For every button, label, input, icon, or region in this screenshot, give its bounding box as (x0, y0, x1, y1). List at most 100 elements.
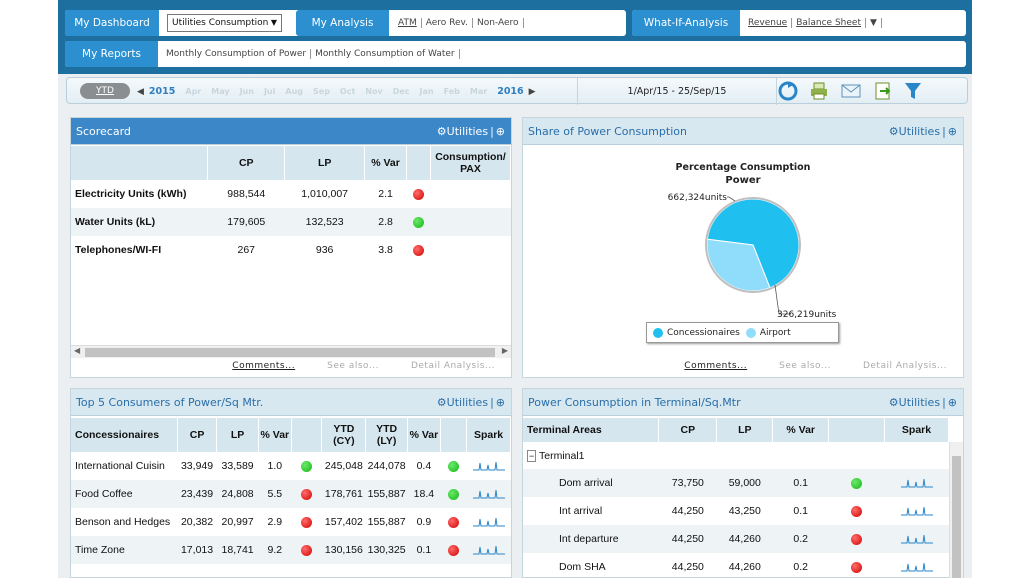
group-row[interactable]: − Terminal1 (523, 442, 949, 469)
top5-utilities-link[interactable]: Utilities (446, 396, 489, 409)
whatif-link-balance-sheet[interactable]: Balance Sheet (792, 18, 866, 28)
gears-icon[interactable]: ⚙ (436, 125, 447, 138)
gears-icon[interactable]: ⚙ (888, 125, 899, 138)
timeline-month[interactable]: Dec (392, 87, 410, 96)
table-row[interactable]: Int arrival 44,250 43,250 0.1 (523, 497, 949, 525)
col-header[interactable]: % Var (364, 146, 408, 180)
timeline-year-start[interactable]: 2015 (148, 86, 176, 97)
legend-label[interactable]: Airport (759, 327, 791, 338)
col-header[interactable]: % Var (772, 418, 830, 442)
col-header[interactable]: CP (207, 146, 286, 180)
report-link-power[interactable]: Monthly Consumption of Power (162, 49, 312, 59)
table-row[interactable]: Electricity Units (kWh) 988,544 1,010,00… (71, 180, 511, 208)
timeline-month[interactable]: May (211, 87, 230, 96)
timeline-month[interactable]: Nov (365, 87, 383, 96)
zoom-icon[interactable]: ⊕ (947, 125, 957, 138)
sparkline-icon[interactable] (900, 561, 933, 573)
gears-icon[interactable]: ⚙ (436, 396, 447, 409)
pie-slice-concessionaires[interactable] (706, 198, 800, 289)
scrollbar-thumb[interactable] (952, 456, 961, 578)
terminal-utilities-link[interactable]: Utilities (898, 396, 941, 409)
see-also-link[interactable]: See also... (327, 361, 379, 371)
scroll-left-icon[interactable]: ◀ (74, 346, 81, 355)
see-also-link[interactable]: See also... (779, 361, 831, 371)
col-header[interactable]: Consumption/ PAX (430, 146, 512, 180)
ytd-button[interactable]: YTD (80, 83, 130, 99)
sparkline-icon[interactable] (472, 544, 505, 556)
sparkline-icon[interactable] (900, 477, 933, 489)
whatif-more-dropdown[interactable]: ▼ (866, 18, 882, 28)
print-icon[interactable] (809, 81, 829, 101)
horizontal-scrollbar[interactable]: ◀ ▶ (71, 345, 511, 358)
refresh-icon[interactable] (778, 81, 798, 101)
comments-link[interactable]: Comments... (684, 361, 748, 371)
comments-link[interactable]: Comments... (232, 361, 296, 371)
sparkline-icon[interactable] (472, 488, 505, 500)
table-row[interactable]: Time Zone 17,013 18,741 9.2 130,156 130,… (71, 536, 511, 564)
scroll-right-icon[interactable]: ▶ (501, 346, 508, 355)
zoom-icon[interactable]: ⊕ (495, 125, 505, 138)
timeline-prev-icon[interactable]: ◀ (137, 86, 144, 97)
pie-slice-airport[interactable] (706, 238, 771, 292)
my-analysis-button[interactable]: My Analysis (296, 10, 389, 36)
my-dashboard-button[interactable]: My Dashboard (65, 10, 159, 36)
timeline-month[interactable]: Aug (285, 87, 303, 96)
col-header[interactable]: Concessionaires (71, 418, 178, 452)
col-header[interactable]: LP (284, 146, 366, 180)
col-header[interactable]: YTD (CY) (321, 418, 367, 452)
table-row[interactable]: Dom arrival 73,750 59,000 0.1 (523, 469, 949, 497)
analysis-link-nonaero[interactable]: Non-Aero (473, 18, 524, 28)
gears-icon[interactable]: ⚙ (888, 396, 899, 409)
share-utilities-link[interactable]: Utilities (898, 125, 941, 138)
table-row[interactable]: Food Coffee 23,439 24,808 5.5 178,761 15… (71, 480, 511, 508)
col-header[interactable]: LP (216, 418, 259, 452)
scorecard-utilities-link[interactable]: Utilities (446, 125, 489, 138)
sparkline-icon[interactable] (900, 533, 933, 545)
zoom-icon[interactable]: ⊕ (495, 396, 505, 409)
table-row[interactable]: International Cuisin 33,949 33,589 1.0 2… (71, 452, 511, 480)
whatif-link-revenue[interactable]: Revenue (744, 18, 793, 28)
filter-icon[interactable] (903, 81, 923, 101)
col-header[interactable]: % Var (407, 418, 441, 452)
my-reports-button[interactable]: My Reports (65, 41, 158, 67)
report-link-water[interactable]: Monthly Consumption of Water (311, 49, 460, 59)
email-icon[interactable] (841, 81, 861, 101)
detail-analysis-link[interactable]: Detail Analysis... (410, 361, 495, 371)
zoom-icon[interactable]: ⊕ (947, 396, 957, 409)
timeline-month[interactable]: Jan (419, 87, 434, 96)
timeline-year-end[interactable]: 2016 (497, 86, 524, 97)
timeline-next-icon[interactable]: ▶ (528, 86, 536, 97)
collapse-icon[interactable]: − (527, 449, 537, 462)
col-header[interactable]: LP (716, 418, 774, 442)
col-header[interactable]: YTD (LY) (365, 418, 408, 452)
timeline-month[interactable]: Oct (339, 87, 356, 96)
sparkline-icon[interactable] (472, 516, 505, 528)
group-label[interactable]: − Terminal1 (523, 442, 949, 469)
col-header[interactable]: % Var (258, 418, 292, 452)
col-header[interactable]: Terminal Areas (523, 418, 660, 442)
vertical-scrollbar[interactable] (949, 442, 963, 578)
table-row[interactable]: Benson and Hedges 20,382 20,997 2.9 157,… (71, 508, 511, 536)
table-row[interactable]: Dom SHA 44,250 44,260 0.2 (523, 553, 949, 578)
sparkline-icon[interactable] (472, 460, 505, 472)
table-row[interactable]: Telephones/WI-FI 267 936 3.8 (71, 236, 511, 264)
analysis-link-atm[interactable]: ATM (394, 18, 422, 28)
timeline-month[interactable]: Apr (185, 87, 202, 96)
col-header[interactable]: CP (658, 418, 718, 442)
sparkline-icon[interactable] (900, 505, 933, 517)
legend-label[interactable]: Concessionaires (667, 327, 740, 338)
table-row[interactable]: Int departure 44,250 44,260 0.2 (523, 525, 949, 553)
timeline-month[interactable]: Mar (469, 87, 488, 96)
what-if-analysis-button[interactable]: What-If-Analysis (632, 10, 740, 36)
table-row[interactable]: Water Units (kL) 179,605 132,523 2.8 (71, 208, 511, 236)
detail-analysis-link[interactable]: Detail Analysis... (862, 361, 947, 371)
dashboard-select[interactable]: Utilities Consumption ▼ (167, 14, 282, 32)
timeline-month[interactable]: Feb (443, 87, 460, 96)
col-header[interactable]: CP (177, 418, 218, 452)
export-icon[interactable] (873, 81, 893, 101)
analysis-link-aero[interactable]: Aero Rev. (422, 18, 474, 28)
scrollbar-thumb[interactable] (85, 348, 495, 357)
timeline-month[interactable]: Jun (239, 87, 254, 96)
timeline-month[interactable]: Jul (263, 87, 276, 96)
timeline-month[interactable]: Sep (313, 87, 330, 96)
